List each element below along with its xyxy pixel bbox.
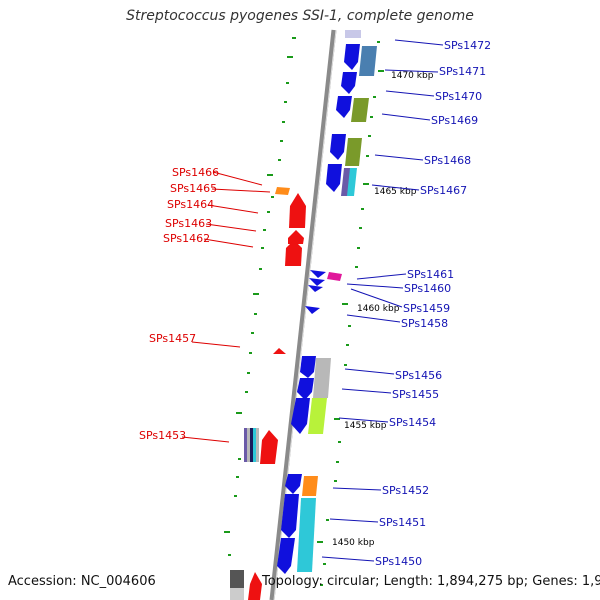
gene-block-grey-1456 xyxy=(313,358,331,398)
gene-block-steel xyxy=(359,46,377,76)
gene-label-SPs1468[interactable]: SPs1468 xyxy=(424,154,471,167)
gene-label-SPs1452[interactable]: SPs1452 xyxy=(382,484,429,497)
gene-label-SPs1455[interactable]: SPs1455 xyxy=(392,388,439,401)
gene-red-1464 xyxy=(289,193,306,228)
kbp-label-1470: 1470 kbp xyxy=(391,71,434,81)
gene-red-1457 xyxy=(273,348,286,354)
kbp-label-1460: 1460 kbp xyxy=(357,304,400,314)
gene-label-SPs1458[interactable]: SPs1458 xyxy=(401,317,448,330)
gene-block-magenta-1461 xyxy=(327,272,342,281)
gene-red-1453 xyxy=(260,430,278,464)
gene-label-SPs1453[interactable]: SPs1453 xyxy=(139,429,186,442)
kbp-label-1450: 1450 kbp xyxy=(332,538,375,548)
gene-label-SPs1462[interactable]: SPs1462 xyxy=(163,232,210,245)
gene-label-SPs1466[interactable]: SPs1466 xyxy=(172,166,219,179)
gene-label-SPs1464[interactable]: SPs1464 xyxy=(167,198,214,211)
gene-striped-1453 xyxy=(244,428,259,462)
gene-label-SPs1450[interactable]: SPs1450 xyxy=(375,555,422,568)
gene-block-cyan-1467 xyxy=(347,168,357,196)
gene-label-SPs1457[interactable]: SPs1457 xyxy=(149,332,196,345)
gene-block-orange-1452 xyxy=(302,476,318,496)
gene-label-SPs1471[interactable]: SPs1471 xyxy=(439,65,486,78)
gene-label-SPs1459[interactable]: SPs1459 xyxy=(403,302,450,315)
gene-label-SPs1463[interactable]: SPs1463 xyxy=(165,217,212,230)
gene-red-1463 xyxy=(288,230,304,244)
right-labels: SPs1472 SPs1471 SPs1470 SPs1469 SPs1468 … xyxy=(321,39,491,568)
gene-label-SPs1469[interactable]: SPs1469 xyxy=(431,114,478,127)
gene-label-SPs1454[interactable]: SPs1454 xyxy=(389,416,436,429)
gene-block-olive-1469 xyxy=(351,98,369,122)
gene-label-SPs1461[interactable]: SPs1461 xyxy=(407,268,454,281)
kbp-label-1455: 1455 kbp xyxy=(344,421,387,431)
ruler-ticks-left xyxy=(224,37,296,556)
kbp-label-1465: 1465 kbp xyxy=(374,187,417,197)
ruler-ticks-right xyxy=(317,41,384,586)
gene-block-olive-1468 xyxy=(345,138,362,166)
gene-label-SPs1467[interactable]: SPs1467 xyxy=(420,184,467,197)
gene-red-bottom xyxy=(248,572,262,600)
gene-red-1462 xyxy=(285,240,302,266)
gene-label-SPs1460[interactable]: SPs1460 xyxy=(404,282,451,295)
gene-block-cyan-1451 xyxy=(297,498,316,572)
gene-label-SPs1456[interactable]: SPs1456 xyxy=(395,369,442,382)
map-title: Streptococcus pyogenes SSI-1, complete g… xyxy=(126,8,474,24)
gene-grey-bottom-light xyxy=(230,588,244,600)
gene-block-lime-1454 xyxy=(308,398,327,434)
gene-label-SPs1465[interactable]: SPs1465 xyxy=(170,182,217,195)
genome-summary-text: Topology: circular; Length: 1,894,275 bp… xyxy=(262,574,600,589)
left-labels: SPs1466 SPs1465 SPs1464 SPs1463 SPs1462 … xyxy=(139,166,271,443)
gene-label-SPs1470[interactable]: SPs1470 xyxy=(435,90,482,103)
genome-backbone xyxy=(269,29,337,600)
gene-label-SPs1451[interactable]: SPs1451 xyxy=(379,516,426,529)
gene-block-orange-1465 xyxy=(275,187,290,195)
gene-label-SPs1472[interactable]: SPs1472 xyxy=(444,39,491,52)
accession-text: Accession: NC_004606 xyxy=(8,574,156,589)
forward-genes-blue xyxy=(277,30,361,574)
